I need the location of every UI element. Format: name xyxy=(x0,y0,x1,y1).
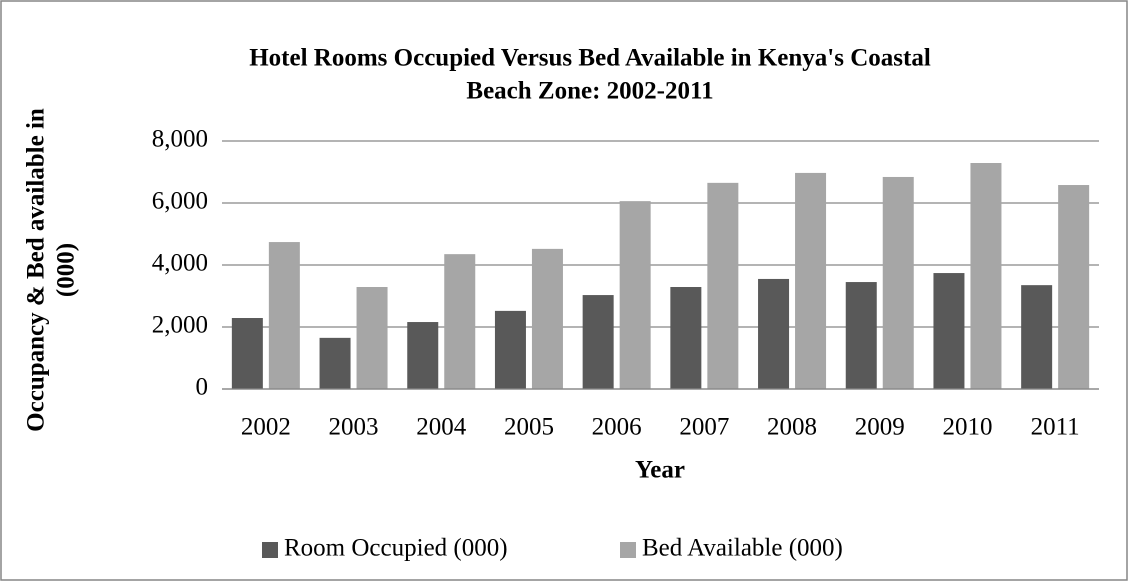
bar xyxy=(970,163,1002,389)
x-tick-label: 2002 xyxy=(241,414,291,441)
y-tick-label: 4,000 xyxy=(152,250,208,277)
bar xyxy=(231,318,263,389)
bar xyxy=(845,282,877,389)
y-axis-label: (000) xyxy=(53,243,80,297)
y-tick-label: 6,000 xyxy=(152,188,208,215)
legend-swatch xyxy=(620,542,636,558)
bar xyxy=(619,201,651,389)
x-axis-label: Year xyxy=(635,457,685,484)
bar xyxy=(531,248,563,389)
x-tick-label: 2007 xyxy=(679,414,729,441)
x-tick-label: 2005 xyxy=(504,414,554,441)
y-tick-label: 2,000 xyxy=(152,312,208,339)
x-tick-label: 2003 xyxy=(329,414,379,441)
legend-label: Bed Available (000) xyxy=(642,535,843,562)
x-tick-label: 2011 xyxy=(1031,414,1080,441)
bar xyxy=(758,278,790,389)
bar xyxy=(356,287,388,389)
bar xyxy=(582,295,614,389)
bar xyxy=(933,273,965,389)
bar xyxy=(795,172,827,389)
bar xyxy=(319,337,351,389)
legend-swatch xyxy=(262,542,278,558)
chart-title: Beach Zone: 2002-2011 xyxy=(466,78,713,105)
y-tick-label: 0 xyxy=(196,374,209,401)
bar xyxy=(494,310,526,389)
legend-label: Room Occupied (000) xyxy=(284,535,508,562)
bar xyxy=(670,287,702,389)
x-tick-label: 2010 xyxy=(942,414,992,441)
y-tick-label: 8,000 xyxy=(152,126,208,153)
x-tick-label: 2009 xyxy=(855,414,905,441)
x-tick-label: 2006 xyxy=(592,414,642,441)
x-tick-label: 2004 xyxy=(416,414,467,441)
bar xyxy=(707,182,739,389)
bar xyxy=(407,322,439,389)
x-tick-label: 2008 xyxy=(767,414,817,441)
bar xyxy=(444,254,476,389)
y-axis-label: Occupancy & Bed available in xyxy=(23,108,50,432)
chart-title: Hotel Rooms Occupied Versus Bed Availabl… xyxy=(249,45,931,72)
bar xyxy=(882,176,914,389)
bar xyxy=(1021,285,1053,389)
bar xyxy=(1058,185,1090,389)
bar xyxy=(268,242,300,389)
